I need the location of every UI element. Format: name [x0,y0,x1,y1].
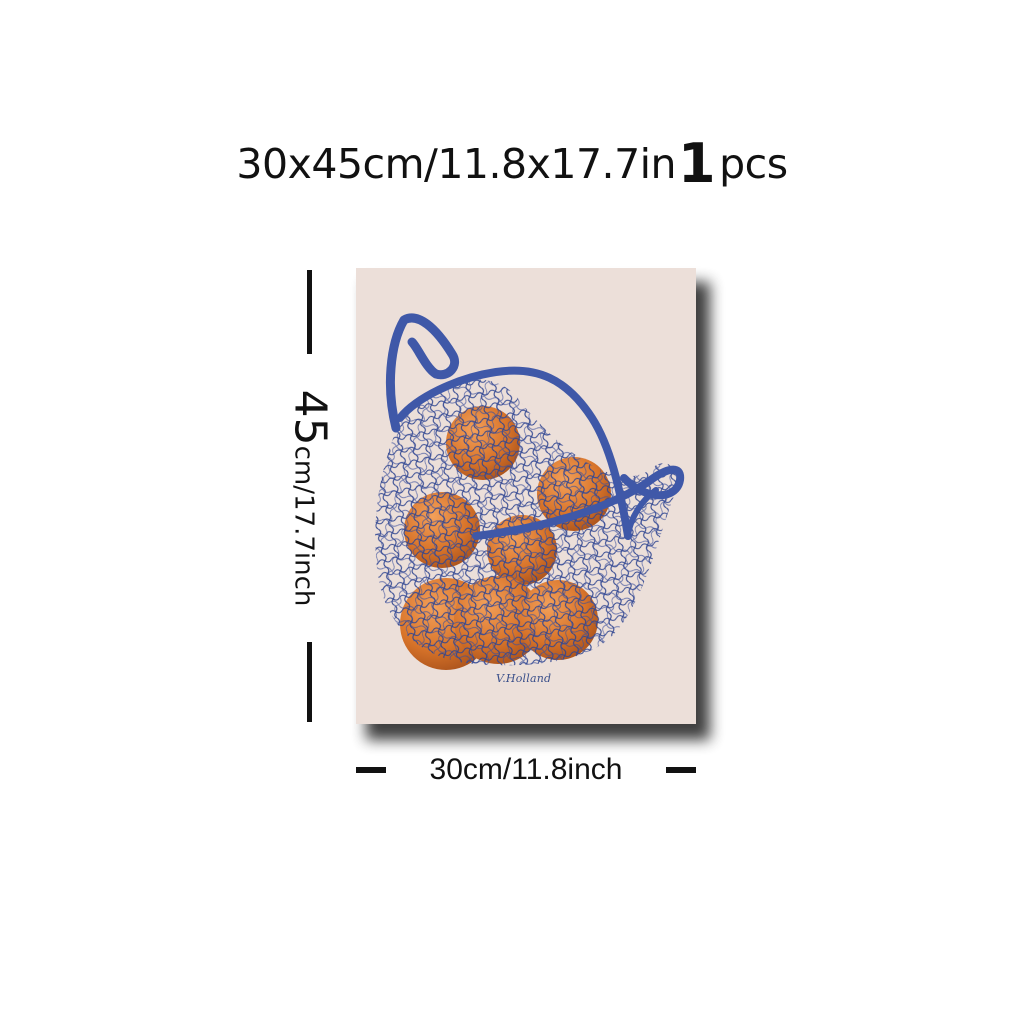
width-indicator-right [666,767,696,773]
poster-artwork: V.Holland [356,268,696,724]
height-indicator-bottom [307,642,312,722]
net-mesh [375,379,677,666]
artist-signature: V.Holland [496,672,552,685]
size-text: 30x45cm/11.8x17.7in [236,140,677,188]
quantity-unit: pcs [719,140,788,188]
height-label: 45cm/17.7inch [285,390,336,607]
quantity-number: 1 [678,132,716,195]
height-indicator-top [307,270,312,354]
height-unit: cm/17.7inch [288,445,319,607]
net-bag-oranges-illustration [375,313,685,670]
width-label: 30cm/11.8inch [429,753,623,786]
height-value: 45 [284,389,336,446]
size-title: 30x45cm/11.8x17.7in1pcs [0,136,1024,192]
bag-handles [385,313,685,540]
width-indicator-left [356,767,386,773]
